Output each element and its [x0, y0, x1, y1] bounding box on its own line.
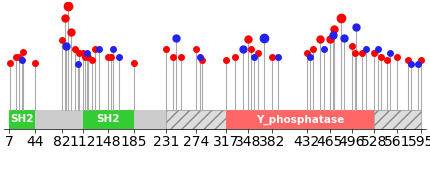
Text: SH2: SH2	[10, 114, 34, 124]
Text: Y_phosphatase: Y_phosphatase	[256, 114, 344, 125]
Text: SH2: SH2	[96, 114, 120, 124]
Bar	[374, 110, 421, 129]
Bar	[9, 110, 35, 129]
Bar	[226, 110, 374, 129]
Bar	[9, 110, 421, 129]
Bar	[166, 110, 226, 129]
Bar	[83, 110, 134, 129]
